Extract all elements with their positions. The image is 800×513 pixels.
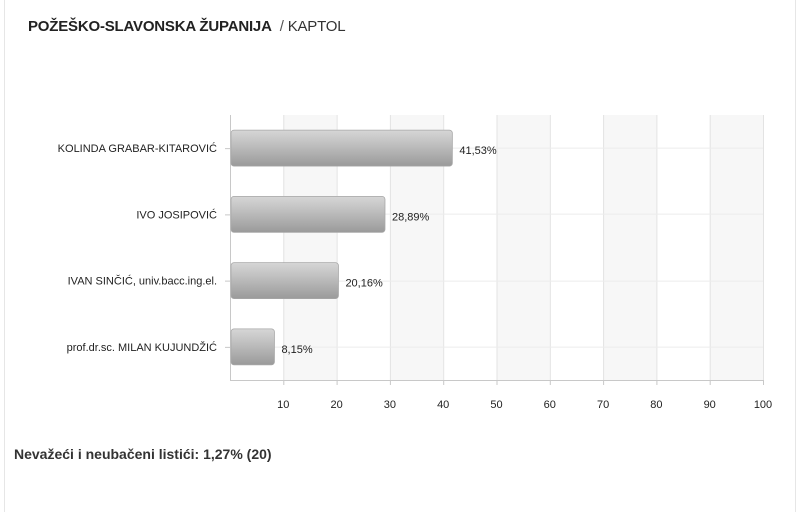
data-label: 20,16%: [345, 278, 383, 290]
category-label: IVO JOSIPOVIĆ: [136, 208, 217, 221]
page-title: POŽEŠKO-SLAVONSKA ŽUPANIJA / KAPTOL: [28, 18, 346, 35]
labels: KOLINDA GRABAR-KITAROVIĆ 41,53% IVO JOSIPO…: [58, 142, 497, 356]
bar: [230, 328, 275, 366]
region-name: POŽEŠKO-SLAVONSKA ŽUPANIJA: [28, 18, 272, 35]
x-tick-label: 100: [754, 399, 772, 411]
municipality-name: KAPTOL: [287, 18, 346, 35]
x-tick-label: 70: [597, 399, 609, 411]
bar: [230, 195, 386, 233]
x-tick-label: 60: [544, 399, 556, 411]
invalid-ballots-note: Nevažeći i neubačeni listići: 1,27% (20): [14, 446, 272, 462]
plot-band: [496, 115, 550, 380]
bars: [230, 129, 453, 366]
x-tick-label: 10: [277, 399, 289, 411]
x-tick-label: 40: [437, 399, 449, 411]
panel-frame: [4, 0, 796, 512]
data-label: 41,53%: [459, 145, 497, 157]
bar: [230, 262, 339, 300]
x-tick-label: 50: [490, 399, 502, 411]
bar: [230, 129, 453, 167]
category-label: IVAN SINČIĆ, univ.bacc.ing.el.: [68, 275, 217, 288]
x-tick-label: 90: [704, 399, 716, 411]
data-label: 28,89%: [392, 211, 430, 223]
plot-bands: [283, 115, 763, 380]
plot-band: [709, 115, 763, 380]
x-tick-label: 30: [384, 399, 396, 411]
data-label: 8,15%: [281, 344, 312, 356]
breadcrumb-separator: /: [279, 18, 284, 35]
x-tick-label: 20: [330, 399, 342, 411]
category-label: KOLINDA GRABAR-KITAROVIĆ: [58, 142, 217, 155]
category-label: prof.dr.sc. MILAN KUJUNDŽIĆ: [67, 341, 217, 354]
x-axis: 10 20 30 40 50 60 70 80 90 100: [225, 115, 772, 411]
plot-band: [603, 115, 657, 380]
x-tick-label: 80: [650, 399, 662, 411]
